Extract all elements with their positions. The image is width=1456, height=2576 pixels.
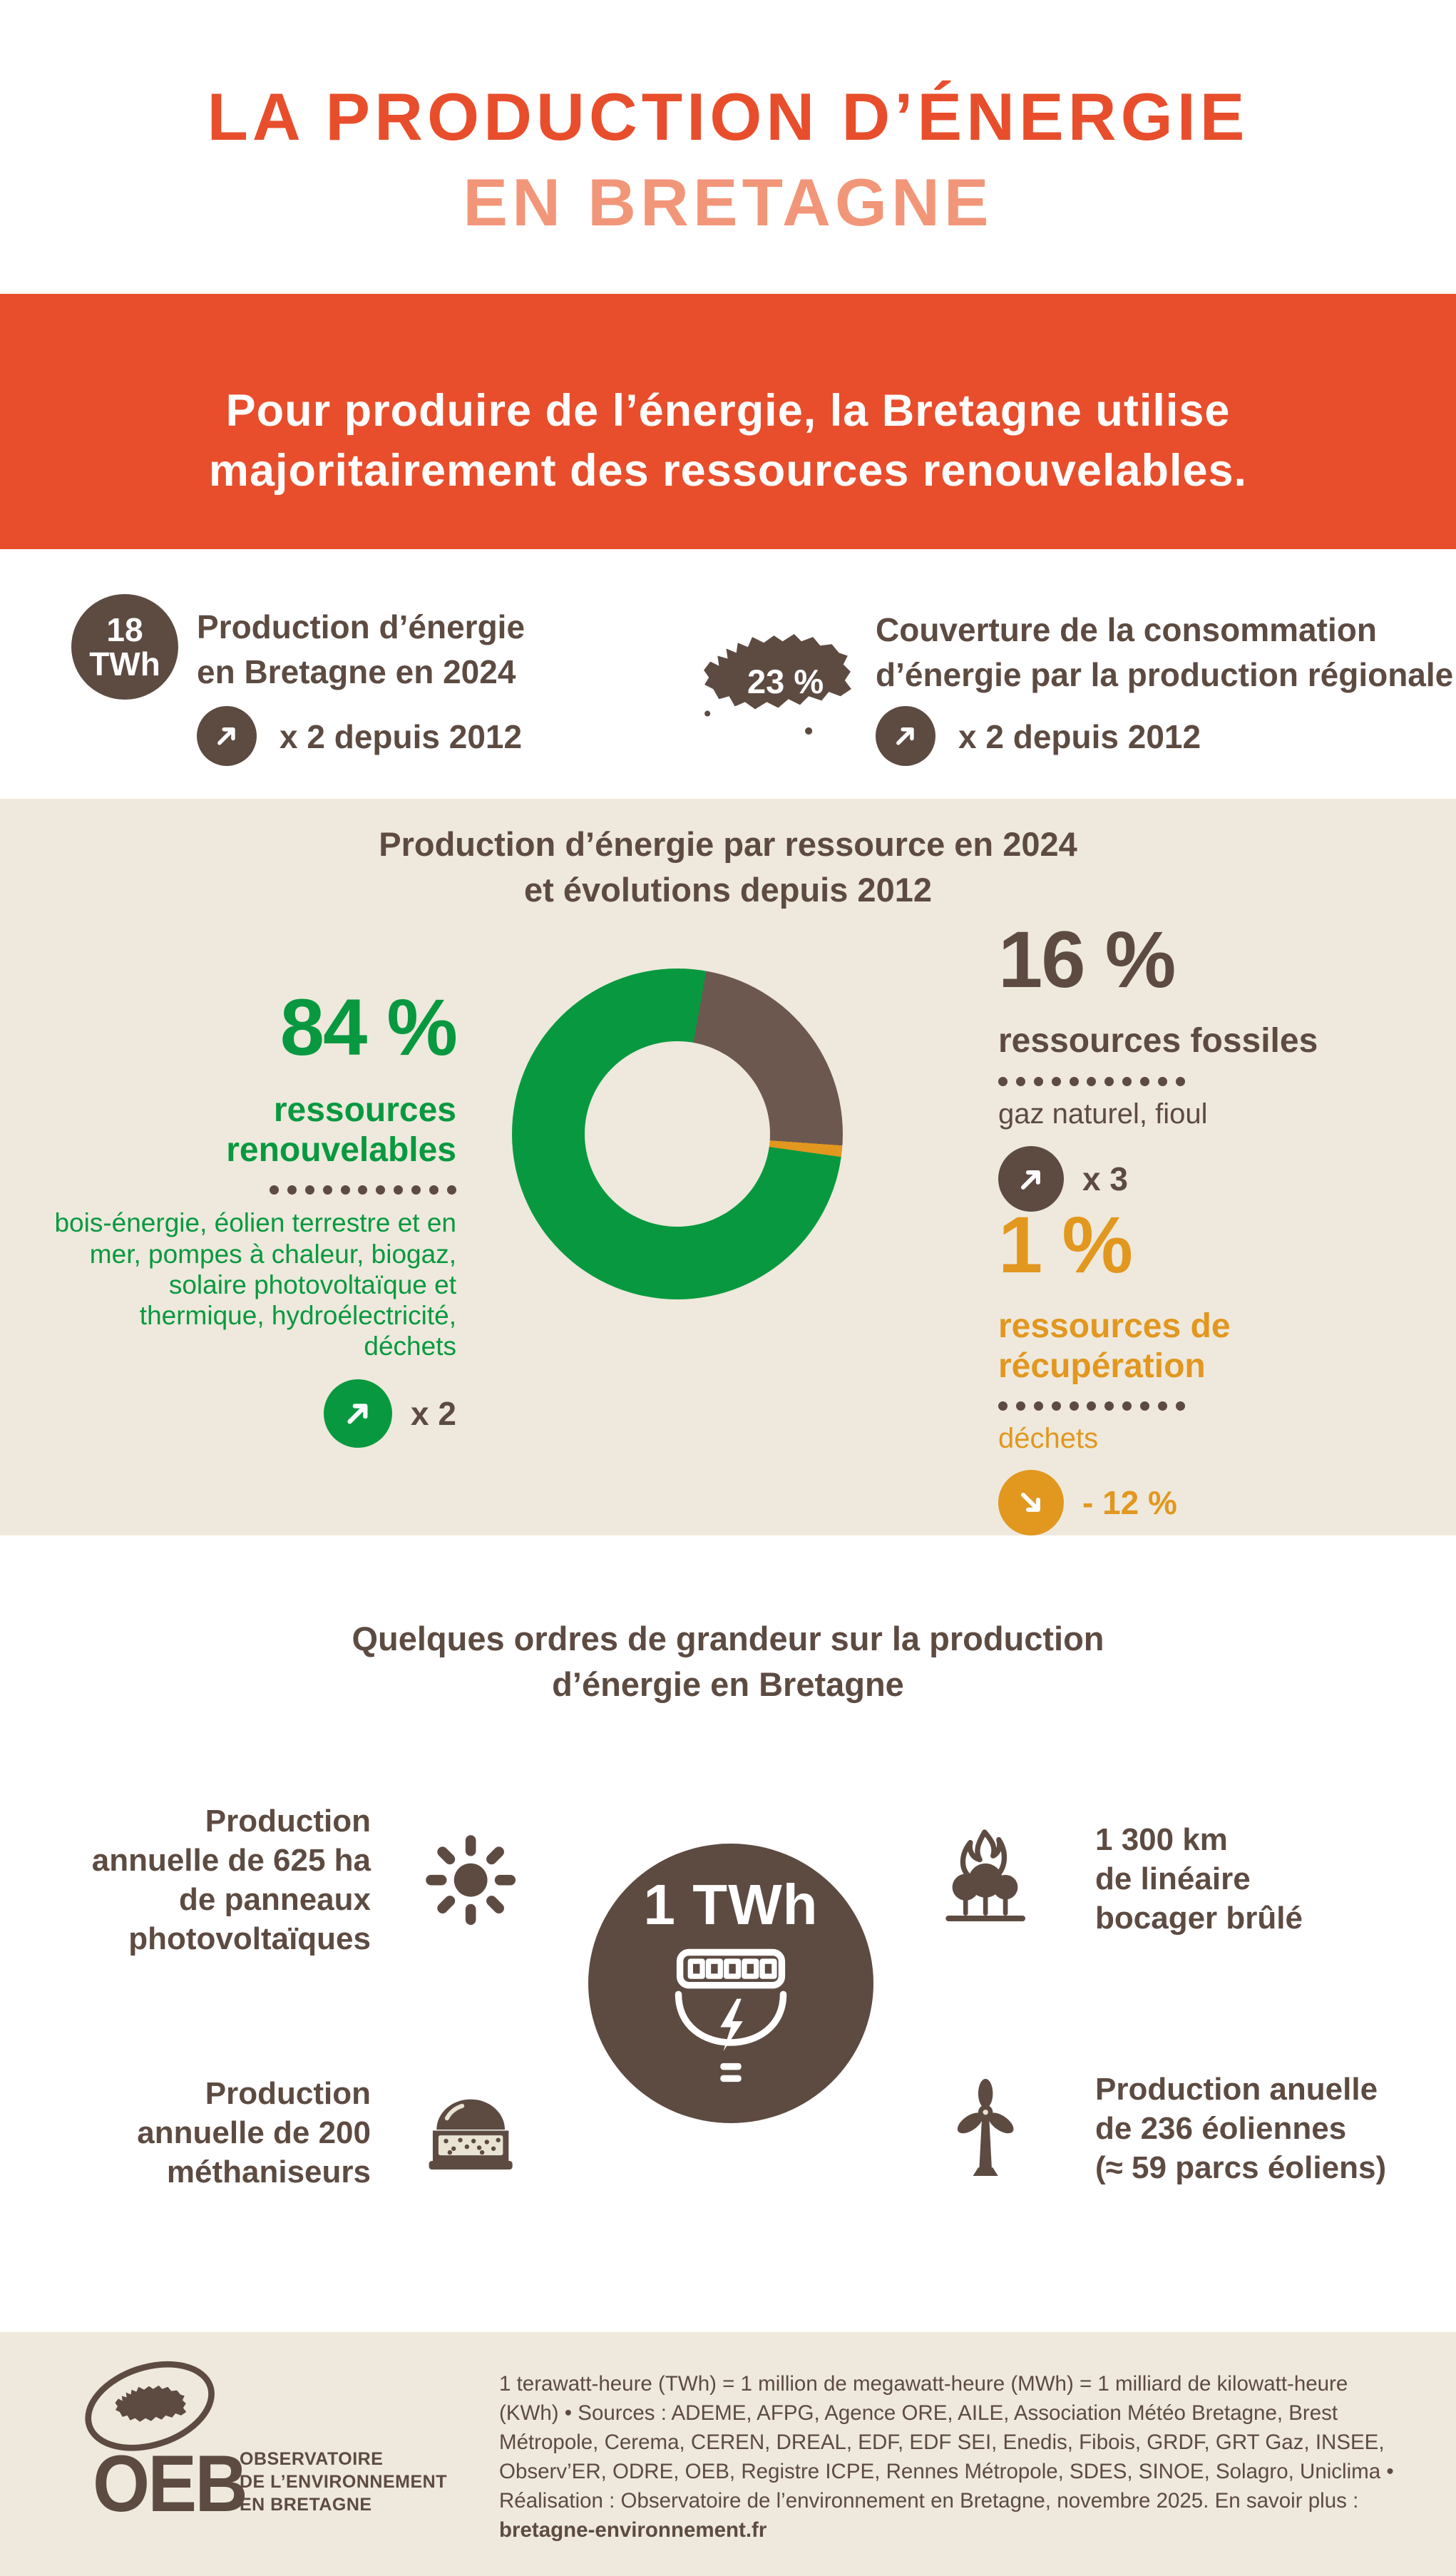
donut-chart [512, 968, 843, 1299]
burned-hedgerow-icon [901, 1794, 1070, 1963]
one-twh-label: 1 TWh [643, 1873, 819, 1936]
dotted-separator [270, 1185, 456, 1195]
chart-title-line1: Production d’énergie par ressource en 20… [379, 825, 1077, 863]
coverage-value: 23 % [747, 663, 824, 700]
fossil-detail: gaz naturel, fioul [998, 1098, 1208, 1130]
wind-text: Production anuelle de 236 éoliennes (≈ 5… [1095, 2072, 1387, 2185]
legend-renewables: 84 % ressources renouvelables bois-énerg… [43, 983, 458, 1448]
website-link[interactable]: bretagne-environnement.fr [499, 2518, 767, 2542]
dotted-separator [998, 1401, 1185, 1411]
footer [0, 2332, 1456, 2576]
methanizer-text: Production annuelle de 200 méthaniseurs [137, 2076, 371, 2189]
recovery-trend: - 12 % [1082, 1484, 1177, 1522]
intro-banner: Pour produire de l’énergie, la Bretagne … [0, 294, 1456, 549]
sources-text: 1 terawatt-heure (TWh) = 1 million de me… [499, 2372, 1394, 2542]
electric-meter-icon [675, 1948, 787, 2082]
trend-down-icon [998, 1470, 1064, 1536]
renewables-trend: x 2 [411, 1394, 456, 1432]
dotted-separator [998, 1076, 1185, 1086]
brittany-map-icon [704, 634, 851, 735]
oeb-logo-swirl-icon [85, 2361, 215, 2451]
production-unit: TWh [89, 645, 160, 683]
donut-hole [585, 1041, 770, 1227]
bocage-text: 1 300 km de linéaire bocager brûlé [1095, 1822, 1303, 1936]
wind-turbine-icon [901, 2045, 1070, 2213]
one-twh-circle: 1 TWh [588, 1844, 873, 2123]
coverage-trend: x 2 depuis 2012 [958, 718, 1201, 755]
trend-up-icon [876, 706, 935, 766]
trend-up-icon [324, 1379, 393, 1448]
production-trend: x 2 depuis 2012 [280, 718, 523, 755]
fossil-name: ressources fossiles [998, 1022, 1318, 1060]
trend-up-icon [197, 706, 257, 766]
chart-title-line2: et évolutions depuis 2012 [523, 871, 932, 909]
renewables-percent: 84 % [280, 983, 458, 1072]
page-title-line1: LA PRODUCTION D’ÉNERGIE [207, 79, 1249, 154]
production-badge: 18 TWh [71, 594, 178, 700]
recovery-percent: 1 % [998, 1200, 1133, 1289]
methanizer-icon [386, 2048, 555, 2217]
oeb-logo-acronym: OEB [93, 2439, 248, 2528]
solar-text: Production annuelle de 625 ha de panneau… [91, 1804, 371, 1956]
renewables-detail: bois-énergie, éolien terrestre et en mer… [54, 1208, 456, 1361]
recovery-detail: déchets [998, 1423, 1099, 1455]
banner-text-line1: Pour produire de l’énergie, la Bretagne … [225, 386, 1231, 436]
coverage-label: Couverture de la consommation d’énergie … [876, 611, 1454, 694]
page-title-line2: EN BRETAGNE [463, 165, 993, 240]
fossil-percent: 16 % [998, 915, 1176, 1004]
production-value: 18 [106, 610, 143, 648]
magnitude-title-line1: Quelques ordres de grandeur sur la produ… [352, 1620, 1104, 1657]
oeb-logo-caption: OBSERVATOIRE DE L’ENVIRONNEMENT EN BRETA… [240, 2449, 447, 2515]
magnitude-title-line2: d’énergie en Bretagne [552, 1665, 904, 1703]
trend-up-icon [998, 1146, 1064, 1212]
fossil-trend: x 3 [1082, 1160, 1128, 1198]
solar-panel-icon [386, 1796, 555, 1964]
production-label: Production d’énergie en Bretagne en 2024 [197, 608, 526, 691]
legend-recovery: 1 % ressources de récupération déchets -… [998, 1200, 1426, 1536]
legend-fossil: 16 % ressources fossiles gaz naturel, fi… [998, 920, 1426, 1212]
banner-text-line2: majoritairement des ressources renouvela… [208, 446, 1248, 496]
